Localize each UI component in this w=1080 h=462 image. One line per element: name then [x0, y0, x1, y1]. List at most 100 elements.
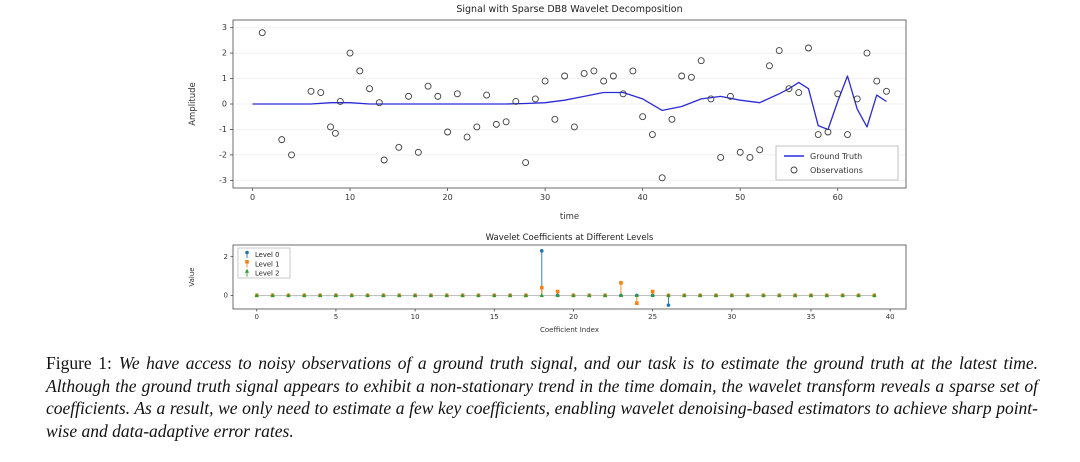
observation-marker: [834, 90, 842, 98]
stem-marker: [618, 293, 624, 298]
legend-circle-swatch: [790, 166, 798, 174]
observation-marker: [765, 62, 773, 70]
x-tick-label: 30: [727, 313, 736, 321]
observation-marker: [366, 85, 374, 93]
observation-marker: [453, 90, 461, 98]
stem-marker: [460, 293, 465, 298]
legend-ground-truth-label: Ground Truth: [810, 152, 862, 161]
stem-marker: [413, 293, 418, 298]
y-tick-label: -3: [219, 176, 227, 185]
x-tick-label: 5: [334, 313, 338, 321]
y-tick-label: 2: [224, 253, 228, 261]
observation-marker: [678, 72, 686, 80]
observation-marker: [853, 95, 861, 103]
bottom-chart-title: Wavelet Coefficients at Different Levels: [486, 233, 654, 243]
stem-marker: [508, 293, 513, 298]
y-tick-label: 3: [222, 23, 227, 32]
observation-marker: [707, 95, 715, 103]
ground-truth-line: [252, 75, 887, 131]
observation-marker: [756, 146, 764, 154]
stem-marker: [381, 293, 386, 298]
stem-marker: [539, 293, 544, 298]
bottom-chart-ylabel: Value: [188, 267, 196, 286]
observation-marker: [512, 98, 520, 105]
signal-chart: 0 10 20 30 40 50 60 -3 -2 -1 0 1 2 3 Signal with Spars…: [188, 4, 907, 222]
stem-marker: [492, 293, 497, 298]
observation-marker: [278, 136, 286, 144]
stem-series-level-0: [254, 249, 877, 307]
stem-marker: [777, 293, 782, 298]
stem-marker: [666, 303, 671, 307]
stem-marker: [428, 293, 434, 298]
stem-marker: [244, 268, 250, 273]
top-chart-xlabel: time: [560, 212, 579, 222]
y-tick-label: 0: [222, 100, 227, 109]
x-tick-label: 35: [807, 313, 816, 321]
stem-marker: [254, 293, 259, 298]
stem-marker: [793, 293, 798, 298]
observation-marker: [746, 154, 754, 161]
observation-marker: [736, 148, 744, 156]
stem-marker: [650, 289, 655, 294]
y-tick-label: 0: [224, 292, 228, 300]
observation-marker: [288, 151, 295, 159]
stem-marker: [824, 293, 829, 298]
plot-border: [232, 244, 907, 310]
stem-marker: [365, 293, 370, 298]
observation-marker: [570, 123, 578, 131]
y-tick-label: -1: [219, 125, 227, 134]
observation-marker: [531, 95, 539, 103]
observation-marker: [844, 131, 851, 138]
observation-marker: [795, 89, 803, 96]
x-tick-label: 10: [345, 193, 355, 202]
observation-marker: [336, 98, 344, 105]
observation-marker: [463, 133, 471, 141]
observation-marker: [805, 44, 812, 52]
stem-marker: [245, 250, 249, 255]
observation-marker: [785, 85, 793, 93]
observation-marker: [863, 49, 871, 57]
stem-marker: [444, 293, 449, 298]
observation-marker: [814, 131, 822, 138]
stem-marker: [603, 293, 608, 298]
observation-marker: [717, 154, 725, 161]
x-tick-label: 40: [638, 193, 648, 202]
stem-marker: [761, 293, 766, 298]
observation-marker: [502, 118, 510, 126]
stem-marker: [539, 249, 544, 253]
stem-marker: [713, 293, 719, 298]
observation-marker: [600, 77, 608, 85]
observation-marker: [405, 92, 413, 100]
observation-marker: [356, 67, 364, 75]
observation-marker: [541, 77, 549, 85]
legend-observations-label: Observations: [810, 166, 863, 175]
y-tick-label: -2: [219, 150, 227, 159]
x-tick-label: 40: [886, 313, 895, 321]
figure-caption-label: Figure 1:: [46, 353, 112, 373]
stem-marker: [270, 293, 275, 298]
stem-marker: [349, 293, 354, 298]
observation-marker: [327, 123, 334, 131]
observation-marker: [395, 143, 403, 151]
observation-marker: [492, 120, 500, 128]
stem-marker: [729, 293, 734, 298]
x-tick-label: 10: [411, 313, 420, 321]
stem-marker: [302, 293, 307, 298]
stem-series-level-1: [254, 281, 877, 305]
observation-marker: [639, 113, 647, 121]
legend-label-level-0: Level 0: [255, 251, 279, 259]
observation-marker: [331, 129, 339, 137]
stem-marker: [840, 293, 845, 298]
y-tick-label: 2: [222, 49, 227, 58]
stem-marker: [872, 293, 877, 298]
observation-marker: [561, 72, 569, 80]
x-tick-label: 20: [569, 313, 578, 321]
observation-marker: [590, 67, 598, 75]
stem-marker: [555, 293, 560, 298]
observation-marker: [307, 87, 315, 95]
stem-marker: [682, 293, 687, 298]
legend-label-level-1: Level 1: [255, 260, 279, 268]
observation-marker: [473, 123, 481, 131]
top-chart-ylabel: Amplitude: [188, 82, 198, 126]
